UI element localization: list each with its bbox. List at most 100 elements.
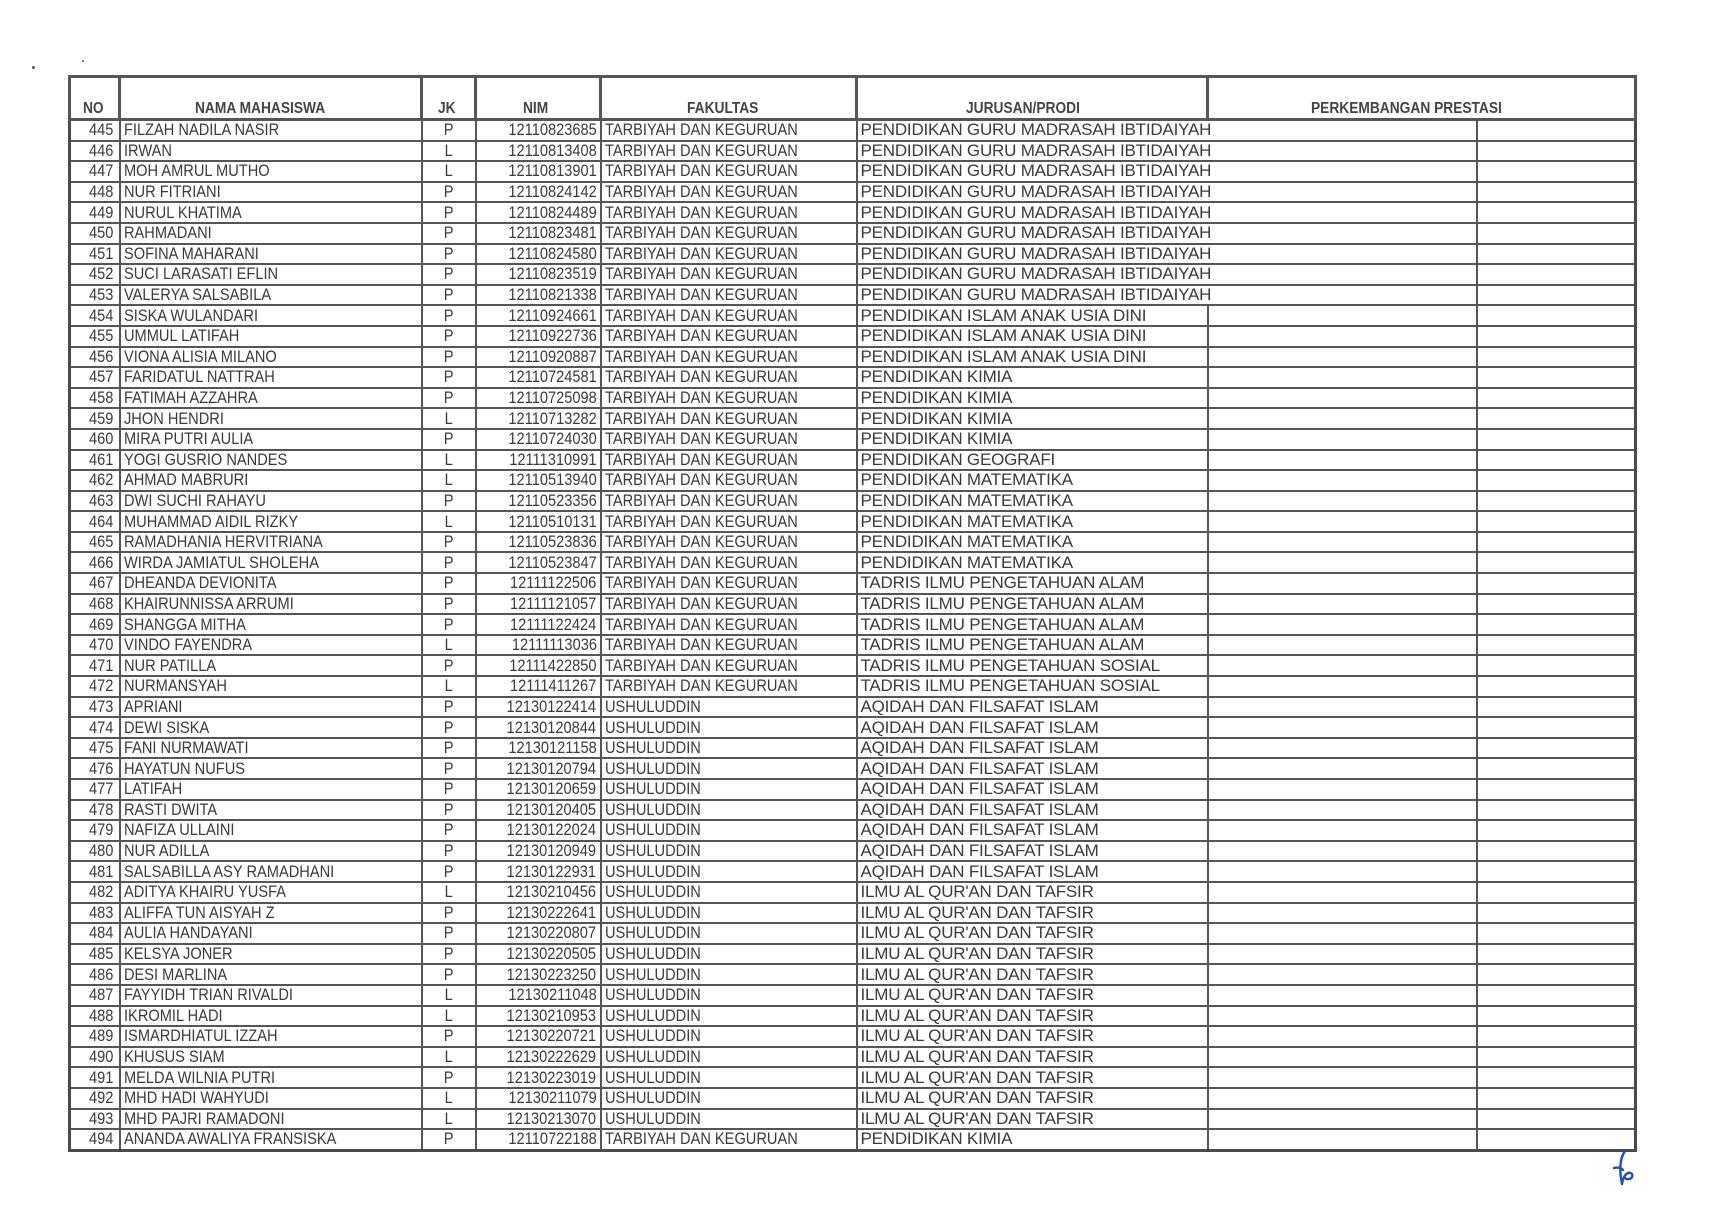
cell-prestasi-2[interactable]	[1475, 654, 1637, 678]
cell-prestasi-2[interactable]	[1475, 942, 1637, 966]
cell-prestasi-2[interactable]	[1475, 819, 1637, 842]
cell-prestasi-1[interactable]	[1206, 118, 1478, 142]
cell-prestasi-2[interactable]	[1475, 839, 1637, 863]
cell-prestasi-2[interactable]	[1475, 551, 1637, 575]
cell-prestasi-2[interactable]	[1475, 180, 1637, 204]
cell-prestasi-2[interactable]	[1475, 304, 1637, 327]
cell-prestasi-1[interactable]	[1206, 530, 1478, 554]
cell-prestasi-1[interactable]	[1206, 1086, 1478, 1110]
cell-prestasi-1[interactable]	[1206, 572, 1478, 595]
cell-prestasi-2[interactable]	[1475, 1086, 1637, 1110]
cell-prestasi-1[interactable]	[1206, 1066, 1478, 1089]
cell-prestasi-1[interactable]	[1206, 160, 1478, 183]
cell-prestasi-2[interactable]	[1475, 675, 1637, 698]
cell-prestasi-1[interactable]	[1206, 819, 1478, 842]
cell-prestasi-2[interactable]	[1475, 283, 1637, 307]
cell-prestasi-1[interactable]	[1206, 469, 1478, 492]
cell-prestasi-2[interactable]	[1475, 983, 1637, 1007]
cell-prestasi-2[interactable]	[1475, 448, 1637, 472]
cell-prestasi-1[interactable]	[1206, 695, 1478, 719]
cell-prestasi-2[interactable]	[1475, 324, 1637, 348]
cell-prestasi-2[interactable]	[1475, 757, 1637, 780]
cell-prestasi-1[interactable]	[1206, 839, 1478, 863]
cell-prestasi-1[interactable]	[1206, 201, 1478, 224]
cell-prestasi-1[interactable]	[1206, 1004, 1478, 1028]
cell-prestasi-1[interactable]	[1206, 716, 1478, 739]
cell-prestasi-2[interactable]	[1475, 263, 1637, 286]
cell-prestasi-1[interactable]	[1206, 386, 1478, 410]
cell-prestasi-1[interactable]	[1206, 778, 1478, 801]
cell-prestasi-1[interactable]	[1206, 407, 1478, 430]
cell-prestasi-1[interactable]	[1206, 180, 1478, 204]
cell-prestasi-1[interactable]	[1206, 324, 1478, 348]
cell-prestasi-2[interactable]	[1475, 427, 1637, 451]
cell-prestasi-2[interactable]	[1475, 778, 1637, 801]
cell-prestasi-1[interactable]	[1206, 901, 1478, 925]
cell-prestasi-2[interactable]	[1475, 633, 1637, 657]
cell-prestasi-1[interactable]	[1206, 922, 1478, 945]
cell-prestasi-2[interactable]	[1475, 407, 1637, 430]
cell-prestasi-1[interactable]	[1206, 345, 1478, 369]
cell-prestasi-1[interactable]	[1206, 1025, 1478, 1048]
cell-prestasi-1[interactable]	[1206, 757, 1478, 780]
cell-prestasi-2[interactable]	[1475, 345, 1637, 369]
cell-prestasi-2[interactable]	[1475, 695, 1637, 719]
cell-prestasi-2[interactable]	[1475, 221, 1637, 245]
cell-prestasi-2[interactable]	[1475, 592, 1637, 616]
cell-prestasi-1[interactable]	[1206, 263, 1478, 286]
cell-prestasi-1[interactable]	[1206, 283, 1478, 307]
cell-prestasi-1[interactable]	[1206, 860, 1478, 883]
cell-prestasi-2[interactable]	[1475, 118, 1637, 142]
cell-prestasi-2[interactable]	[1475, 716, 1637, 739]
cell-prestasi-2[interactable]	[1475, 201, 1637, 224]
cell-prestasi-1[interactable]	[1206, 304, 1478, 327]
cell-prestasi-2[interactable]	[1475, 963, 1637, 986]
cell-prestasi-1[interactable]	[1206, 1128, 1478, 1152]
cell-prestasi-1[interactable]	[1206, 366, 1478, 389]
cell-prestasi-1[interactable]	[1206, 1045, 1478, 1069]
cell-prestasi-1[interactable]	[1206, 242, 1478, 266]
cell-prestasi-2[interactable]	[1475, 366, 1637, 389]
cell-prestasi-2[interactable]	[1475, 922, 1637, 945]
cell-prestasi-1[interactable]	[1206, 510, 1478, 533]
cell-prestasi-1[interactable]	[1206, 675, 1478, 698]
cell-prestasi-2[interactable]	[1475, 139, 1637, 163]
cell-prestasi-2[interactable]	[1475, 572, 1637, 595]
cell-prestasi-2[interactable]	[1475, 736, 1637, 760]
cell-prestasi-2[interactable]	[1475, 242, 1637, 266]
cell-prestasi-1[interactable]	[1206, 798, 1478, 822]
cell-prestasi-2[interactable]	[1475, 1004, 1637, 1028]
cell-prestasi-1[interactable]	[1206, 613, 1478, 636]
cell-prestasi-1[interactable]	[1206, 654, 1478, 678]
cell-prestasi-2[interactable]	[1475, 530, 1637, 554]
cell-prestasi-1[interactable]	[1206, 983, 1478, 1007]
cell-prestasi-1[interactable]	[1206, 448, 1478, 472]
cell-prestasi-1[interactable]	[1206, 139, 1478, 163]
cell-prestasi-2[interactable]	[1475, 1025, 1637, 1048]
cell-prestasi-1[interactable]	[1206, 633, 1478, 657]
cell-prestasi-2[interactable]	[1475, 1045, 1637, 1069]
cell-prestasi-1[interactable]	[1206, 880, 1478, 904]
cell-prestasi-2[interactable]	[1475, 1107, 1637, 1131]
cell-prestasi-2[interactable]	[1475, 510, 1637, 533]
cell-prestasi-1[interactable]	[1206, 551, 1478, 575]
cell-prestasi-1[interactable]	[1206, 489, 1478, 513]
cell-prestasi-1[interactable]	[1206, 942, 1478, 966]
cell-prestasi-1[interactable]	[1206, 963, 1478, 986]
cell-prestasi-1[interactable]	[1206, 221, 1478, 245]
cell-prestasi-2[interactable]	[1475, 798, 1637, 822]
cell-prestasi-1[interactable]	[1206, 592, 1478, 616]
cell-prestasi-1[interactable]	[1206, 736, 1478, 760]
cell-prestasi-2[interactable]	[1475, 386, 1637, 410]
cell-prestasi-1[interactable]	[1206, 427, 1478, 451]
cell-prestasi-2[interactable]	[1475, 469, 1637, 492]
cell-prestasi-2[interactable]	[1475, 160, 1637, 183]
cell-prestasi-1[interactable]	[1206, 1107, 1478, 1131]
cell-prestasi-2[interactable]	[1475, 860, 1637, 883]
cell-prestasi-2[interactable]	[1475, 880, 1637, 904]
cell-prestasi-2[interactable]	[1475, 613, 1637, 636]
cell-prestasi-2[interactable]	[1475, 489, 1637, 513]
cell-prestasi-2[interactable]	[1475, 1128, 1637, 1152]
cell-prestasi-2[interactable]	[1475, 1066, 1637, 1089]
cell-prestasi-2[interactable]	[1475, 901, 1637, 925]
